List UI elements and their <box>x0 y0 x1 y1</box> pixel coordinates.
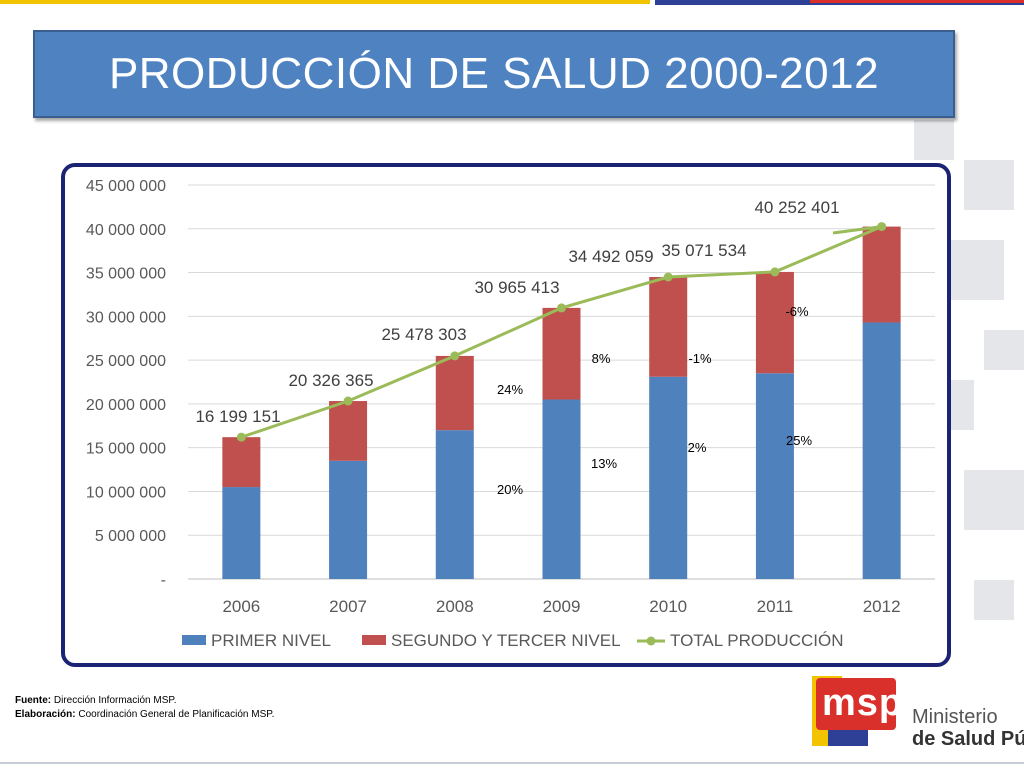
source-note: Fuente: Dirección Información MSP. Elabo… <box>15 694 274 722</box>
total-produccion-point <box>770 267 780 277</box>
y-tick-label: - <box>161 572 166 589</box>
bar-primer-nivel <box>329 460 368 579</box>
logo-mark: msp <box>822 682 904 724</box>
top-stripe <box>0 0 1024 6</box>
total-value-label: 20 326 365 <box>288 371 373 390</box>
bar-segundo-tercer-nivel <box>329 401 368 461</box>
segundo-pct-label: 8% <box>592 351 611 366</box>
total-value-label: 34 492 059 <box>568 247 653 266</box>
total-produccion-point <box>343 396 353 406</box>
y-tick-label: 40 000 000 <box>86 222 166 239</box>
x-tick-label: 2008 <box>436 597 474 616</box>
bar-segundo-tercer-nivel <box>649 277 688 377</box>
source-line: Fuente: Dirección Información MSP. <box>15 694 274 708</box>
y-tick-label: 35 000 000 <box>86 266 166 283</box>
chart-frame <box>61 163 951 667</box>
primer-pct-label: 2% <box>688 440 707 455</box>
bar-segundo-tercer-nivel <box>222 437 261 488</box>
total-produccion-point <box>450 351 460 361</box>
total-value-label: 35 071 534 <box>661 241 746 260</box>
y-tick-label: 15 000 000 <box>86 441 166 458</box>
stripe-yellow <box>0 0 650 4</box>
y-tick-label: 30 000 000 <box>86 309 166 326</box>
bar-segundo-tercer-nivel <box>542 307 581 400</box>
logo-line2: de Salud Públic <box>912 728 1024 750</box>
bar-primer-nivel <box>755 373 794 579</box>
legend-label-total: TOTAL PRODUCCIÓN <box>670 631 843 650</box>
bottom-divider <box>0 762 1024 764</box>
x-tick-label: 2012 <box>863 597 901 616</box>
primer-pct-label: 13% <box>591 456 617 471</box>
total-produccion-point <box>663 272 673 282</box>
segundo-pct-label: 24% <box>497 382 523 397</box>
legend-label-segundo: SEGUNDO Y TERCER NIVEL <box>391 631 621 650</box>
source-label: Fuente: <box>15 695 52 706</box>
x-tick-label: 2007 <box>329 597 367 616</box>
made-by-label: Elaboración: <box>15 709 76 720</box>
bar-segundo-tercer-nivel <box>435 355 474 431</box>
total-produccion-line <box>240 225 883 439</box>
y-tick-label: 45 000 000 <box>86 178 166 195</box>
primer-pct-label: 25% <box>786 433 812 448</box>
bar-primer-nivel <box>542 399 581 579</box>
x-tick-label: 2010 <box>649 597 687 616</box>
stripe-red <box>810 0 1024 3</box>
primer-pct-label: 20% <box>497 482 523 497</box>
segundo-pct-label: -6% <box>785 304 809 319</box>
slide-title: PRODUCCIÓN DE SALUD 2000-2012 <box>108 49 880 98</box>
y-tick-label: 20 000 000 <box>86 397 166 414</box>
bar-primer-nivel <box>222 487 261 579</box>
legend-swatch-total-point <box>646 636 656 646</box>
ministry-logo: msp Ministerio de Salud Públic <box>808 674 1024 754</box>
total-produccion-point <box>557 303 566 313</box>
x-tick-label: 2011 <box>757 597 794 616</box>
bar-primer-nivel <box>862 322 901 579</box>
bar-primer-nivel <box>649 376 688 579</box>
made-by-line: Elaboración: Coordinación General de Pla… <box>15 708 274 722</box>
logo-red-block <box>816 678 896 730</box>
y-tick-label: 25 000 000 <box>86 353 166 370</box>
source-text: Dirección Información MSP. <box>51 695 177 706</box>
legend-swatch-primer <box>182 635 206 645</box>
total-value-label: 30 965 413 <box>474 278 559 297</box>
total-produccion-point <box>877 222 887 232</box>
logo-line1: Ministerio <box>912 706 998 728</box>
x-tick-label: 2009 <box>543 597 581 616</box>
total-produccion-point <box>236 432 246 442</box>
bar-segundo-tercer-nivel <box>862 226 901 323</box>
made-by-text: Coordinación General de Planificación MS… <box>75 709 275 720</box>
legend-swatch-segundo <box>362 635 386 645</box>
segundo-pct-label: -1% <box>688 351 712 366</box>
y-tick-label: 10 000 000 <box>86 484 166 501</box>
slide-title-box: PRODUCCIÓN DE SALUD 2000-2012 <box>33 30 955 118</box>
y-tick-label: 5 000 000 <box>95 528 166 545</box>
bar-primer-nivel <box>435 430 474 579</box>
x-tick-label: 2006 <box>222 597 260 616</box>
total-value-label: 25 478 303 <box>381 325 466 344</box>
total-value-label: 40 252 401 <box>754 198 839 217</box>
legend-label-primer: PRIMER NIVEL <box>211 631 331 650</box>
bar-segundo-tercer-nivel <box>755 271 794 374</box>
total-value-label: 16 199 151 <box>195 407 280 426</box>
